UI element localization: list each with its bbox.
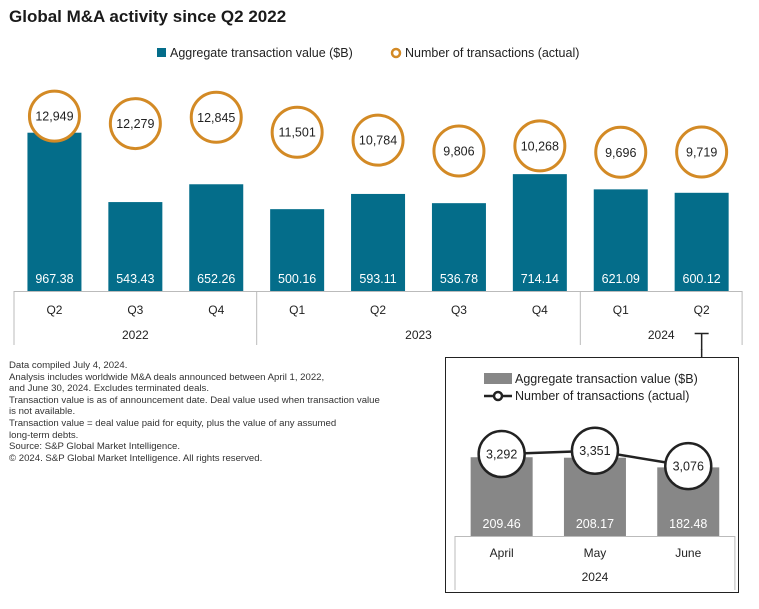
- value-bar-label: 652.26: [197, 272, 235, 286]
- count-label: 12,279: [116, 117, 154, 131]
- value-bar-label: 714.14: [521, 272, 559, 286]
- x-tick-label: Q2: [694, 303, 710, 317]
- note-line: © 2024. S&P Global Market Intelligence. …: [9, 452, 263, 464]
- legend-count-marker: [492, 390, 504, 402]
- note-line: long-term debts.: [9, 429, 79, 441]
- count-label: 10,784: [359, 134, 397, 148]
- count-circle: [27, 89, 81, 143]
- value-bar-label: 593.11: [359, 272, 396, 286]
- legend-count-marker: [390, 47, 402, 59]
- legend-count-label: Number of transactions (actual): [515, 389, 689, 403]
- value-bar: [189, 184, 244, 291]
- legend-value-label: Aggregate transaction value ($B): [515, 372, 698, 386]
- count-circle: [594, 125, 648, 179]
- inset-chart: Aggregate transaction value ($B) Number o…: [454, 372, 736, 590]
- legend-value-swatch: [157, 48, 166, 57]
- count-label: 9,696: [605, 146, 636, 160]
- value-bar: [593, 189, 648, 291]
- value-bar: [270, 209, 325, 291]
- count-label: 11,501: [278, 126, 315, 140]
- count-circle: [189, 90, 243, 144]
- value-bar-label: 600.12: [683, 272, 721, 286]
- value-bar-label: 621.09: [602, 272, 640, 286]
- value-bar: [27, 132, 82, 291]
- inset-count-label: 3,292: [486, 448, 517, 462]
- value-bar-label: 967.38: [35, 272, 73, 286]
- inset-value-bar-label: 182.48: [669, 517, 707, 531]
- inset-count-circle: [570, 426, 620, 475]
- note-line: Data compiled July 4, 2024.: [9, 360, 128, 371]
- inset-chart-panel: Aggregate transaction value ($B) Number o…: [445, 357, 739, 593]
- inset-value-bar-label: 209.46: [483, 517, 521, 531]
- note-line: is not available.: [9, 406, 76, 418]
- inset-count-label: 3,076: [673, 460, 704, 474]
- note-line: Transaction value is as of announcement …: [9, 394, 380, 406]
- inset-x-group-label: 2024: [582, 570, 609, 584]
- x-tick-label: Q3: [127, 303, 143, 317]
- inset-count-circle: [664, 441, 713, 491]
- inset-value-bar-label: 208.17: [576, 517, 614, 531]
- inset-count-circle: [477, 429, 526, 479]
- value-bar-label: 500.16: [278, 272, 316, 286]
- x-tick-label: Q2: [370, 303, 386, 317]
- value-bar: [351, 193, 406, 291]
- count-circle: [513, 119, 567, 173]
- value-bar-label: 543.43: [116, 272, 154, 286]
- x-tick-label: Q1: [289, 303, 305, 317]
- x-tick-label: Q3: [451, 303, 467, 317]
- value-bar: [108, 202, 163, 291]
- legend-value-swatch: [484, 373, 512, 384]
- inset-x-tick-label: May: [584, 546, 607, 560]
- count-circle: [351, 113, 405, 167]
- note-line: Transaction value = deal value paid for …: [9, 417, 337, 429]
- x-tick-label: Q4: [208, 303, 224, 317]
- note-line: Analysis includes worldwide M&A deals an…: [9, 371, 325, 383]
- chart-title: Global M&A activity since Q2 2022: [9, 7, 287, 26]
- value-bar: [674, 192, 729, 291]
- value-bar-label: 536.78: [440, 272, 478, 286]
- inset-x-tick-label: June: [675, 546, 701, 560]
- count-label: 12,845: [197, 111, 235, 125]
- x-tick-label: Q4: [532, 303, 548, 317]
- count-circle: [432, 124, 486, 178]
- count-circle: [108, 97, 162, 151]
- x-group-label: 2024: [648, 328, 675, 342]
- note-line: Source: S&P Global Market Intelligence.: [9, 441, 181, 453]
- note-line: and June 30, 2024. Excludes terminated d…: [9, 383, 210, 395]
- inset-count-label: 3,351: [579, 444, 610, 458]
- main-chart: Aggregate transaction value ($B) Number o…: [13, 46, 743, 350]
- value-bar: [431, 203, 486, 291]
- count-label: 9,806: [443, 145, 474, 159]
- count-circle: [675, 125, 729, 179]
- count-circle: [270, 105, 324, 159]
- legend-value-label: Aggregate transaction value ($B): [170, 46, 353, 60]
- count-label: 10,268: [521, 139, 559, 153]
- x-tick-label: Q1: [613, 303, 629, 317]
- x-group-label: 2022: [122, 328, 149, 342]
- count-label: 12,949: [35, 110, 73, 124]
- x-group-label: 2023: [405, 328, 432, 342]
- value-bar: [512, 174, 567, 291]
- count-label: 9,719: [686, 146, 717, 160]
- inset-x-tick-label: April: [490, 546, 514, 560]
- chart-notes: Data compiled July 4, 2024. Analysis inc…: [9, 360, 434, 464]
- legend-count-label: Number of transactions (actual): [405, 46, 579, 60]
- x-tick-label: Q2: [46, 303, 62, 317]
